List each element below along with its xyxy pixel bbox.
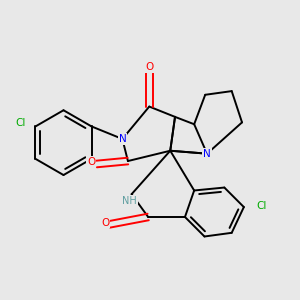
Text: O: O	[101, 218, 109, 227]
Text: O: O	[87, 157, 95, 167]
Text: Cl: Cl	[256, 201, 267, 211]
Text: Cl: Cl	[16, 118, 26, 128]
Text: O: O	[145, 62, 153, 72]
Text: N: N	[118, 134, 126, 144]
Text: N: N	[203, 149, 211, 159]
Text: NH: NH	[122, 196, 137, 206]
